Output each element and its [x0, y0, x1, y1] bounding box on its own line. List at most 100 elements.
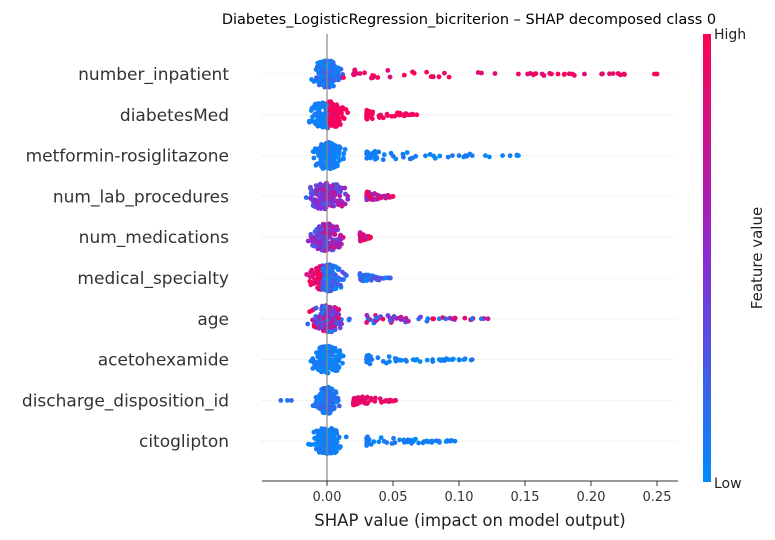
data-point: [456, 153, 462, 159]
data-point: [461, 357, 467, 362]
data-point: [335, 282, 341, 287]
data-point: [392, 440, 398, 446]
data-point: [318, 392, 324, 398]
data-point: [352, 71, 357, 77]
data-point: [387, 359, 392, 364]
data-point: [424, 357, 430, 363]
data-point: [364, 354, 370, 360]
data-point: [329, 244, 334, 250]
data-point: [391, 435, 396, 441]
data-point: [456, 357, 462, 362]
data-point: [338, 66, 344, 72]
data-point: [483, 153, 488, 159]
data-point: [346, 317, 352, 323]
data-point: [363, 397, 368, 403]
data-point: [404, 150, 410, 155]
data-point: [337, 244, 342, 250]
data-point: [311, 360, 317, 366]
data-point: [306, 441, 311, 447]
feature-points: [278, 384, 398, 416]
data-point: [304, 272, 310, 277]
data-point: [351, 396, 357, 401]
data-point: [374, 315, 380, 321]
x-tick-label: 0.15: [511, 490, 540, 505]
data-point: [618, 72, 623, 78]
data-point: [345, 196, 351, 202]
data-point: [319, 123, 324, 129]
data-point: [312, 435, 318, 441]
data-point: [285, 398, 290, 403]
data-point: [329, 183, 335, 189]
data-point: [332, 231, 338, 237]
data-point: [329, 198, 335, 204]
data-point: [328, 358, 334, 363]
data-point: [531, 71, 537, 77]
data-point: [313, 305, 319, 311]
data-point: [364, 189, 370, 195]
colorbar-title: Feature value: [748, 207, 766, 309]
data-point: [316, 64, 322, 70]
data-point: [327, 153, 333, 159]
data-point: [492, 71, 498, 76]
data-point: [450, 316, 455, 322]
data-point: [326, 309, 332, 315]
data-point: [312, 197, 318, 203]
data-point: [334, 186, 339, 192]
data-point: [363, 278, 369, 283]
data-point: [516, 71, 521, 77]
feature-label: citoglipton: [139, 432, 229, 452]
data-point: [378, 435, 384, 441]
data-point: [310, 114, 315, 120]
data-point: [367, 361, 373, 367]
data-point: [479, 70, 484, 76]
data-point: [322, 105, 327, 110]
data-point: [411, 70, 417, 76]
data-point: [423, 153, 428, 159]
data-point: [368, 395, 374, 401]
data-point: [315, 120, 321, 125]
data-point: [321, 439, 326, 445]
data-point: [372, 398, 378, 404]
data-point: [328, 99, 334, 104]
data-point: [469, 357, 475, 362]
data-point: [330, 118, 335, 123]
data-point: [404, 439, 410, 444]
data-point: [330, 318, 335, 323]
data-point: [442, 70, 447, 76]
data-point: [555, 71, 561, 77]
feature-points: [307, 99, 420, 131]
data-point: [318, 159, 324, 165]
data-point: [447, 438, 453, 444]
data-point: [411, 439, 416, 444]
data-point: [397, 437, 402, 443]
data-point: [320, 285, 325, 291]
data-point: [317, 77, 323, 83]
data-point: [442, 358, 447, 363]
data-point: [479, 316, 484, 322]
data-point: [388, 275, 393, 281]
data-point: [308, 195, 313, 201]
data-point: [433, 155, 438, 161]
data-point: [325, 227, 331, 233]
data-point: [376, 439, 382, 445]
data-point: [330, 82, 335, 88]
colorbar: [703, 34, 711, 482]
data-point: [367, 108, 372, 114]
data-point: [320, 192, 325, 198]
data-point: [394, 356, 400, 362]
data-points: [278, 58, 660, 457]
data-point: [386, 354, 392, 359]
data-point: [314, 442, 320, 448]
data-point: [312, 229, 318, 235]
feature-label: number_inpatient: [78, 65, 229, 85]
data-point: [310, 242, 315, 248]
data-point: [339, 185, 345, 191]
data-point: [330, 114, 336, 120]
data-point: [314, 266, 319, 271]
data-point: [382, 275, 388, 281]
data-point: [446, 74, 452, 80]
feature-points: [305, 221, 373, 253]
data-point: [610, 71, 616, 76]
data-point: [654, 71, 660, 77]
data-point: [329, 363, 335, 368]
